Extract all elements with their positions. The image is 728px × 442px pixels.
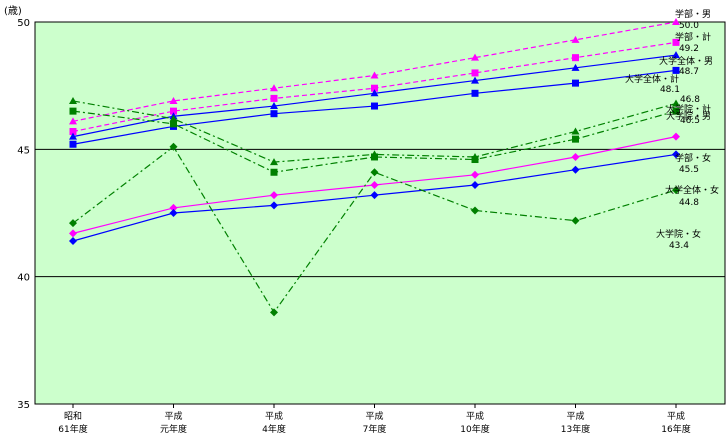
- data-point: [69, 229, 77, 238]
- data-point: [672, 38, 680, 46]
- data-point: [672, 99, 680, 107]
- data-point: [571, 165, 580, 174]
- data-point: [69, 107, 77, 115]
- data-point: [169, 96, 178, 104]
- series-value-label: 48.1: [660, 85, 680, 95]
- series-name-label: 学部・男: [675, 8, 711, 20]
- data-point: [471, 170, 479, 179]
- data-point: [370, 180, 379, 189]
- series-name-label: 大学全体・男: [659, 55, 713, 67]
- series-name-label: 大学院・計: [666, 103, 711, 115]
- data-point: [371, 102, 378, 110]
- data-point: [571, 35, 580, 43]
- data-point: [270, 201, 278, 210]
- data-point: [169, 142, 178, 151]
- data-point: [69, 132, 77, 140]
- data-point: [270, 158, 278, 166]
- series-name-label: 大学院・男: [666, 110, 711, 122]
- y-tick-label: 50: [17, 18, 30, 29]
- series-value-label: 49.2: [679, 44, 699, 54]
- data-point: [270, 308, 278, 317]
- series-name-label: 大学全体・女: [665, 184, 719, 196]
- x-tick-label-era: 昭和: [64, 411, 82, 422]
- data-point: [371, 84, 378, 92]
- x-tick-label-year: 4年度: [262, 423, 286, 435]
- data-point: [69, 219, 77, 228]
- y-axis-unit-label: (歳): [4, 5, 22, 17]
- x-tick-label-year: 13年度: [561, 423, 590, 435]
- data-point: [571, 127, 580, 135]
- data-point: [471, 89, 479, 97]
- series-value-label: 48.7: [679, 67, 699, 77]
- data-point: [571, 216, 580, 225]
- data-point: [572, 79, 579, 87]
- data-point: [471, 180, 479, 189]
- data-point: [169, 203, 178, 212]
- data-point: [672, 150, 680, 159]
- data-point: [270, 94, 278, 102]
- data-point: [170, 120, 177, 128]
- x-tick-label-year: 16年度: [661, 423, 690, 435]
- y-tick-label: 40: [17, 273, 30, 284]
- series-name-label: 大学全体・計: [625, 73, 679, 85]
- series-value-label: 43.4: [669, 241, 689, 251]
- data-point: [672, 107, 680, 115]
- series-value-label: 45.5: [679, 165, 699, 175]
- data-point: [471, 156, 479, 164]
- data-point: [270, 102, 278, 110]
- data-point: [672, 18, 680, 25]
- x-tick-label-era: 平成: [566, 410, 584, 422]
- data-point: [69, 117, 77, 125]
- data-point: [270, 168, 278, 176]
- data-point: [672, 132, 680, 141]
- data-point: [69, 96, 77, 104]
- data-point: [69, 128, 77, 136]
- x-tick-label-era: 平成: [164, 410, 182, 422]
- series-name-label: 大学院・女: [656, 228, 701, 240]
- data-point: [270, 84, 278, 92]
- data-point: [571, 152, 580, 161]
- data-point: [270, 110, 278, 118]
- data-point: [370, 168, 379, 177]
- data-point: [69, 237, 77, 246]
- x-tick-label-era: 平成: [667, 410, 685, 422]
- data-point: [370, 191, 379, 200]
- data-point: [471, 76, 479, 84]
- data-point: [371, 153, 378, 161]
- data-point: [370, 89, 379, 97]
- data-point: [672, 51, 680, 59]
- series-value-label: 46.5: [680, 116, 700, 126]
- x-tick-label-era: 平成: [466, 410, 484, 422]
- data-point: [471, 53, 479, 61]
- x-tick-label-era: 平成: [365, 410, 383, 422]
- plot-area: [34, 21, 726, 405]
- data-point: [572, 135, 579, 143]
- data-point: [170, 107, 177, 115]
- y-tick-label: 45: [17, 145, 30, 156]
- x-tick-label-year: 7年度: [363, 423, 387, 435]
- x-tick-label-year: 10年度: [460, 423, 489, 435]
- data-point: [370, 71, 379, 79]
- series-value-label: 46.8: [680, 95, 700, 105]
- data-point: [471, 206, 479, 215]
- series-name-label: 学部・女: [675, 152, 711, 164]
- data-point: [672, 66, 680, 74]
- x-tick-label-year: 61年度: [58, 423, 87, 435]
- data-point: [571, 63, 580, 71]
- y-tick-label: 35: [17, 400, 30, 411]
- series-value-label: 50.0: [679, 21, 699, 31]
- data-point: [672, 186, 680, 195]
- x-tick-label-era: 平成: [265, 410, 283, 422]
- data-point: [169, 209, 178, 217]
- data-point: [169, 114, 178, 122]
- data-point: [69, 140, 77, 148]
- data-point: [572, 54, 579, 62]
- series-name-label: 学部・計: [675, 31, 711, 43]
- data-point: [471, 69, 479, 77]
- series-value-label: 44.8: [679, 198, 699, 208]
- data-point: [270, 191, 278, 200]
- x-tick-label-year: 元年度: [160, 423, 187, 435]
